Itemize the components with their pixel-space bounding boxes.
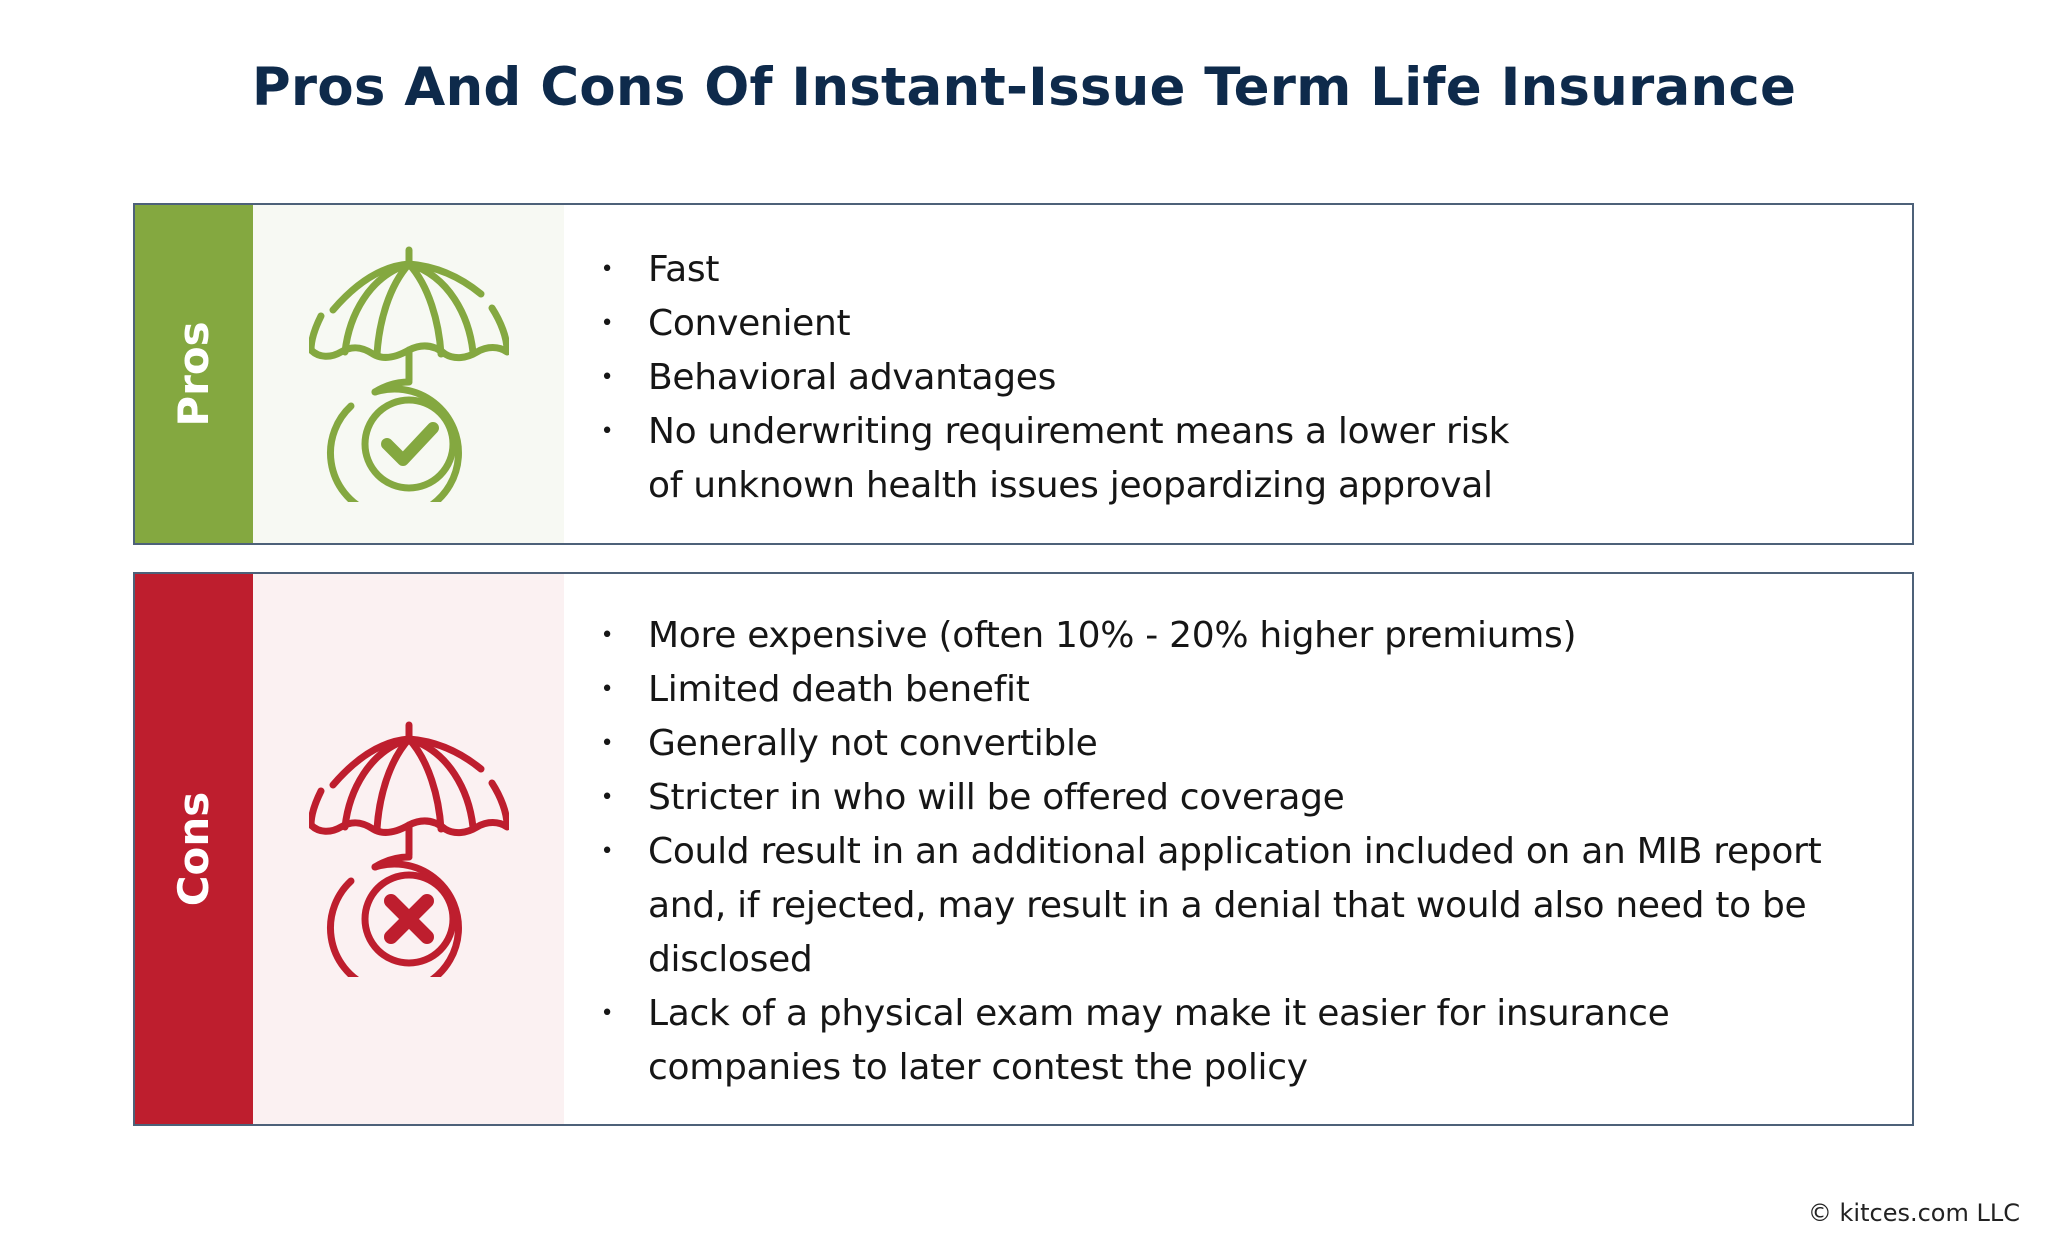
bullet-icon: • bbox=[600, 311, 614, 336]
umbrella-check-icon bbox=[308, 246, 509, 502]
cons-list-item: • Stricter in who will be offered coverag… bbox=[600, 771, 1872, 825]
cons-label: Cons bbox=[169, 791, 218, 907]
pros-list: • Fast • Convenient • Behavioral advantages… bbox=[600, 243, 1872, 513]
cons-list-area: • More expensive (often 10% - 20% higher … bbox=[564, 574, 1912, 1124]
bullet-icon: • bbox=[600, 623, 614, 648]
bullet-icon: • bbox=[600, 1001, 614, 1026]
bullet-icon: • bbox=[600, 257, 614, 282]
cons-list-item: • Generally not convertible bbox=[600, 717, 1872, 771]
cons-list-item: • Could result in an additional applicati… bbox=[600, 825, 1872, 987]
cons-label-bar: Cons bbox=[135, 574, 253, 1124]
bullet-icon: • bbox=[600, 785, 614, 810]
cons-list-item: • Lack of a physical exam may make it eas… bbox=[600, 987, 1872, 1095]
cons-list-item: • More expensive (often 10% - 20% higher … bbox=[600, 609, 1872, 663]
bullet-icon: • bbox=[600, 365, 614, 390]
bullet-icon: • bbox=[600, 419, 614, 444]
pros-list-item: • No underwriting requirement means a low… bbox=[600, 405, 1872, 513]
pros-label: Pros bbox=[169, 321, 218, 427]
umbrella-x-icon bbox=[308, 721, 509, 977]
pros-panel: Pros • Fast bbox=[133, 203, 1914, 545]
cons-list-item: • Limited death benefit bbox=[600, 663, 1872, 717]
cons-panel: Cons • More expensive (often 10% - 20% hi… bbox=[133, 572, 1914, 1126]
pros-label-bar: Pros bbox=[135, 205, 253, 543]
cons-list: • More expensive (often 10% - 20% higher … bbox=[600, 609, 1872, 1095]
cons-icon-area bbox=[253, 574, 564, 1124]
bullet-icon: • bbox=[600, 839, 614, 864]
pros-icon-area bbox=[253, 205, 564, 543]
pros-list-area: • Fast • Convenient • Behavioral advantages… bbox=[564, 205, 1912, 543]
pros-list-item: • Fast bbox=[600, 243, 1872, 297]
bullet-icon: • bbox=[600, 731, 614, 756]
pros-list-item: • Convenient bbox=[600, 297, 1872, 351]
pros-list-item: • Behavioral advantages bbox=[600, 351, 1872, 405]
copyright-notice: © kitces.com LLC bbox=[1807, 1199, 2020, 1227]
bullet-icon: • bbox=[600, 677, 614, 702]
page-title: Pros And Cons Of Instant-Issue Term Life… bbox=[251, 57, 1797, 118]
